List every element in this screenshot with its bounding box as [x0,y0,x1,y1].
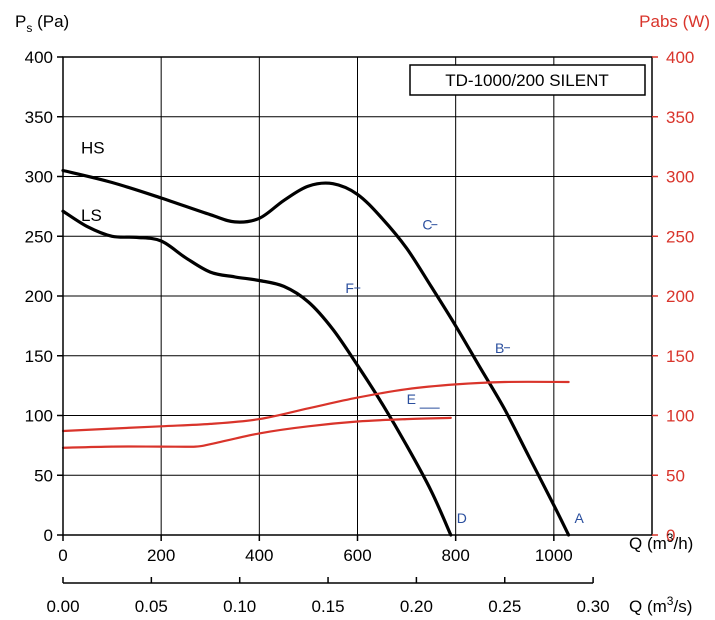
x-axis-title-top: Q (m3/h) [629,531,693,553]
y2-tick-label-6: 300 [666,168,694,187]
y2-tick-label-5: 250 [666,227,694,246]
x2-tick-label-6: 0.30 [577,597,610,616]
x2-tick-label-5: 0.25 [488,597,521,616]
x-axis-title-bottom: Q (m3/s) [629,594,692,616]
title-box: TD-1000/200 SILENT [409,64,646,96]
y2-tick-label-1: 50 [666,466,685,485]
x-tick-label-3: 600 [343,546,371,565]
right-axis-ticks: 0 50 100 150 200 250 300 350 400 [652,48,694,545]
x2-tick-label-4: 0.20 [400,597,433,616]
y2-tick-label-8: 400 [666,48,694,67]
x-tick-label-0: 0 [58,546,67,565]
y2-tick-label-3: 150 [666,347,694,366]
y-tick-label-7: 350 [25,108,53,127]
y-tick-label-1: 50 [34,466,53,485]
y-tick-label-6: 300 [25,168,53,187]
bottom-axis-ticks: 0 200 400 600 800 1000 [58,535,573,565]
left-axis-ticks: 0 50 100 150 200 250 300 350 400 [25,48,63,545]
y2-tick-label-4: 200 [666,287,694,306]
y-tick-label-2: 100 [25,407,53,426]
y-axis-title-left-rest: (Pa) [32,12,69,31]
chart-title: TD-1000/200 SILENT [445,71,608,90]
point-label-d: D [457,510,467,526]
y-tick-label-8: 400 [25,48,53,67]
point-label-e: E [407,391,416,407]
x-axis-title-top-post: /h) [673,534,693,553]
x2-tick-label-2: 0.10 [223,597,256,616]
y-axis-title-left: Ps (Pa) [15,12,69,35]
y2-tick-label-0: 0 [666,526,675,545]
x-axis-title-top-pre: Q (m [629,534,667,553]
grid [63,57,652,535]
y-axis-title-right: Pabs (W) [639,12,710,31]
x2-tick-label-3: 0.15 [312,597,345,616]
x-axis-title-bottom-post: /s) [673,597,692,616]
point-label-b: B [495,340,504,356]
x-axis-title-bottom-sup: 3 [667,594,674,608]
y2-tick-label-2: 100 [666,407,694,426]
y-axis-title-left-main: P [15,12,26,31]
x-tick-label-1: 200 [147,546,175,565]
power-curve-2-line [61,380,570,433]
y-tick-label-4: 200 [25,287,53,306]
y-tick-label-5: 250 [25,227,53,246]
point-label-c: C [422,217,432,233]
power-curve-3-line [61,416,452,449]
point-label-f: F [345,280,354,296]
second-axis-ticks: 0.00 0.05 0.10 0.15 0.20 0.25 0.30 [46,577,610,616]
series-ls-line [61,209,453,537]
y2-tick-label-7: 350 [666,108,694,127]
y-tick-label-3: 150 [25,347,53,366]
x2-tick-label-1: 0.05 [135,597,168,616]
y-tick-label-0: 0 [44,526,53,545]
series-label-ls: LS [81,206,102,225]
series-hs-line [61,168,571,537]
x-tick-label-4: 800 [441,546,469,565]
x-axis-title-top-sup: 3 [667,531,674,545]
x-tick-label-2: 400 [245,546,273,565]
y-axis-title-left-sub: s [26,21,32,35]
x2-tick-label-0: 0.00 [46,597,79,616]
title-box-frame [409,64,646,96]
x-tick-label-5: 1000 [535,546,573,565]
x-axis-title-bottom-pre: Q (m [629,597,667,616]
series-layer: HS LS [61,139,571,537]
point-label-a: A [575,510,585,526]
annotations: A B C D E F [345,217,584,526]
series-label-hs: HS [81,139,105,158]
